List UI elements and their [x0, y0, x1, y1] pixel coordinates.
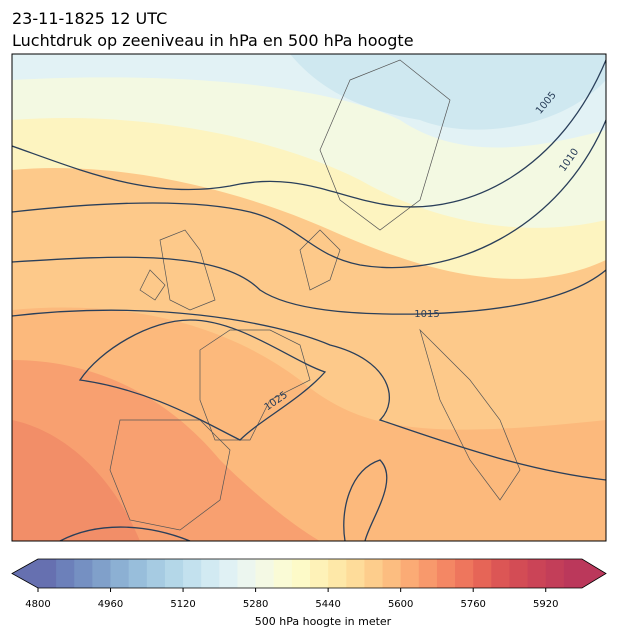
colorbar-bin: [219, 559, 238, 588]
colorbar-bin: [545, 559, 565, 588]
colorbar-tick-label: 5920: [533, 599, 558, 610]
title-line: 23-11-1825 12 UTC: [12, 9, 167, 28]
colorbar-extend: [12, 559, 38, 588]
colorbar-bin: [491, 559, 510, 588]
colorbar-bin: [400, 559, 420, 588]
colorbar-outline: [11, 558, 607, 589]
colorbar-bin: [473, 559, 492, 588]
colorbar-bin: [418, 559, 438, 588]
colorbar-bin: [201, 559, 220, 588]
colorbar-tick-label: 5760: [460, 599, 485, 610]
colorbar-bin: [509, 559, 529, 588]
isobar-label: 1015: [414, 309, 439, 320]
map: [12, 54, 606, 541]
colorbar-bin: [56, 559, 75, 588]
colorbar-bin: [255, 559, 275, 588]
colorbar-bin: [310, 559, 329, 588]
colorbar-bin: [364, 559, 384, 588]
colorbar-label: 500 hPa hoogte in meter: [255, 615, 392, 628]
map-frame: [11, 53, 607, 542]
colorbar-bin: [164, 559, 184, 588]
colorbar-bin: [273, 559, 293, 588]
colorbar-tick-label: 5120: [170, 599, 195, 610]
colorbar-bin: [328, 559, 347, 588]
colorbar-bin: [38, 559, 57, 588]
colorbar-bin: [146, 559, 166, 588]
colorbar-bin: [183, 559, 202, 588]
colorbar-tick-label: 4960: [98, 599, 123, 610]
colorbar-bin: [455, 559, 474, 588]
colorbar-bin: [346, 559, 365, 588]
colorbar-bin: [436, 559, 456, 588]
colorbar-bin: [92, 559, 112, 588]
colorbar-bin: [291, 559, 311, 588]
colorbar-bin: [382, 559, 402, 588]
colorbar-tick-label: 5600: [388, 599, 413, 610]
colorbar-bin: [74, 559, 93, 588]
colorbar-extend: [582, 559, 606, 588]
colorbar-tick-label: 4800: [25, 599, 50, 610]
colorbar-bin: [563, 559, 583, 588]
colorbar-bin: [237, 559, 257, 588]
title-line: Luchtdruk op zeeniveau in hPa en 500 hPa…: [12, 31, 414, 50]
colorbar-tick-label: 5280: [243, 599, 268, 610]
colorbar-bin: [128, 559, 148, 588]
colorbar-tick-label: 5440: [315, 599, 340, 610]
colorbar-bin: [527, 559, 547, 588]
colorbar-bin: [110, 559, 130, 588]
colorbar: 4800 4960 5120 5280 5440 5600 5760 5920: [11, 558, 607, 610]
